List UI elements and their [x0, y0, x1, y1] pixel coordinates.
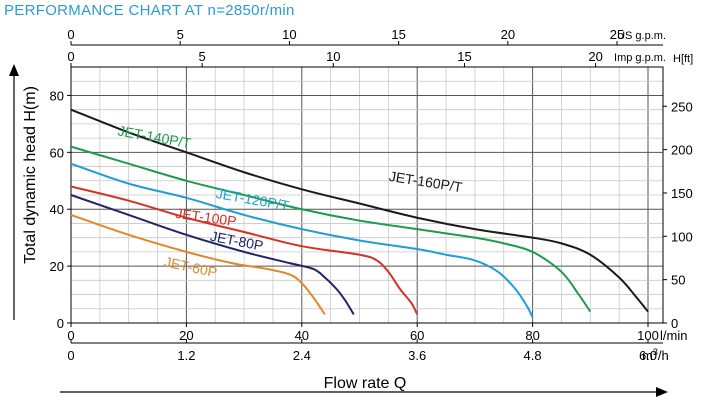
x-tick-label: 60 — [410, 328, 424, 343]
curve-label: JET-160P/T — [388, 168, 464, 195]
x-unit-label: l/min — [660, 328, 687, 343]
imp-tick-label: 20 — [588, 49, 602, 64]
curve-label: JET-140P/T — [117, 122, 193, 151]
y-axis-title: Total dynamic head H(m) — [22, 86, 39, 264]
y-tick-label: 40 — [50, 202, 64, 217]
us-tick-label: 0 — [67, 27, 74, 42]
m3h-unit-label: m3/h — [642, 347, 669, 363]
ft-tick-label: 0 — [671, 316, 678, 331]
y-tick-label: 0 — [57, 316, 64, 331]
imp-tick-label: 5 — [199, 49, 206, 64]
ft-tick-label: 100 — [671, 229, 693, 244]
curve-jet-80p — [70, 194, 355, 315]
m3h-tick-label: 6.0 — [639, 348, 657, 363]
us-tick-label: 15 — [391, 27, 405, 42]
us-tick-label: 25 — [610, 27, 624, 42]
bottom-axes: 0 20 40 60 80 100 l/min 0 1.2 2.4 3.6 4.8 6.0m3/h — [60, 323, 687, 397]
curves — [70, 108, 649, 318]
x-tick-label: 100 — [637, 328, 659, 343]
curve-labels: JET-160P/TJET-140P/TJET-120P/TJET-100PJE… — [117, 122, 464, 280]
curve-jet-140p-t — [70, 145, 592, 313]
x-axis-title: Flow rate Q — [324, 375, 407, 392]
grid — [71, 67, 663, 323]
m3h-tick-label: 1.2 — [177, 348, 195, 363]
imp-tick-label: 10 — [326, 49, 340, 64]
m3h-tick-label: 4.8 — [524, 348, 542, 363]
curve-jet-100p — [70, 185, 419, 315]
imp-unit-label: Imp g.p.m. — [614, 52, 666, 64]
us-tick-label: 5 — [177, 27, 184, 42]
x-axis-arrow-head — [656, 387, 668, 397]
imp-tick-label: 0 — [67, 49, 74, 64]
m3h-tick-label: 0 — [67, 348, 74, 363]
us-unit-label: US g.p.m. — [617, 30, 666, 42]
ft-tick-label: 200 — [671, 143, 693, 158]
m3h-tick-label: 3.6 — [408, 348, 426, 363]
curve-jet-60p — [70, 213, 326, 316]
ft-unit-label: H[ft] — [673, 53, 693, 65]
us-tick-label: 20 — [501, 27, 515, 42]
y-tick-label: 20 — [50, 259, 64, 274]
m3h-tick-label: 2.4 — [293, 348, 311, 363]
y-axis-arrow-head — [9, 64, 19, 76]
y-axes: 0 20 40 60 80 0 50 100 150 200 250 H[ft] — [9, 53, 693, 331]
x-tick-label: 80 — [525, 328, 539, 343]
curve-label: JET-100P — [174, 205, 237, 229]
ft-tick-label: 150 — [671, 186, 693, 201]
x-tick-label: 20 — [179, 328, 193, 343]
ft-tick-label: 50 — [671, 273, 685, 288]
ft-tick-label: 250 — [671, 99, 693, 114]
x-tick-label: 40 — [295, 328, 309, 343]
axis-titles: Flow rate Q Total dynamic head H(m) — [22, 86, 406, 392]
page-title: PERFORMANCE CHART AT n=2850r/min — [4, 2, 295, 19]
us-tick-label: 10 — [282, 27, 296, 42]
y-tick-label: 60 — [50, 145, 64, 160]
x-tick-label: 0 — [67, 328, 74, 343]
y-tick-label: 80 — [50, 88, 64, 103]
imp-tick-label: 15 — [457, 49, 471, 64]
curve-jet-120p-t — [70, 162, 534, 318]
curve-jet-160p-t — [70, 108, 649, 313]
